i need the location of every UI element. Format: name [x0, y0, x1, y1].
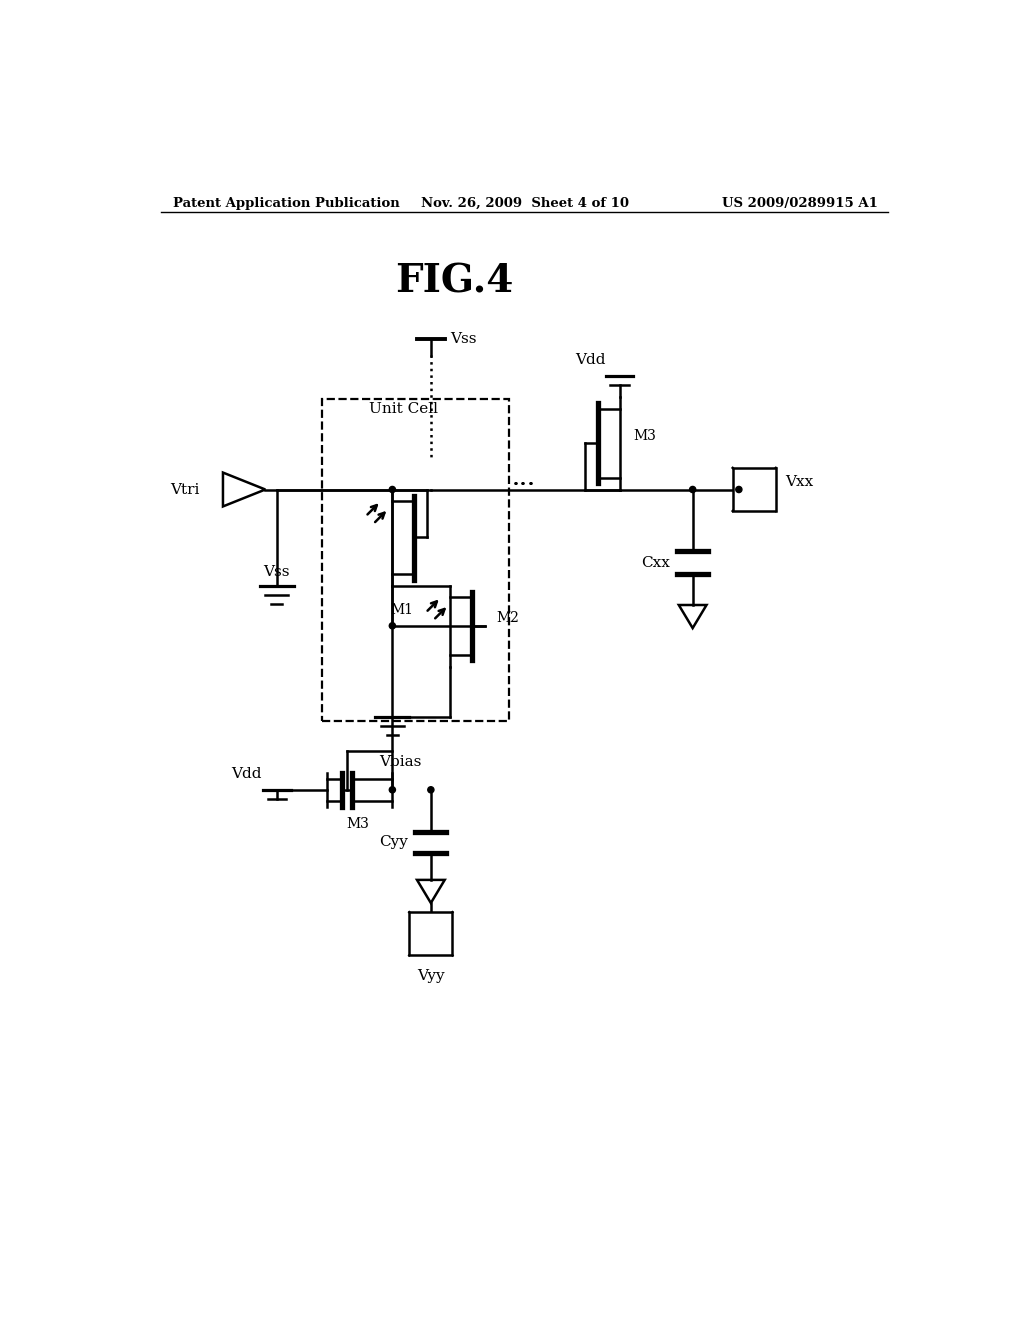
Bar — [410, 912, 453, 956]
Text: M1: M1 — [390, 603, 413, 616]
Text: US 2009/0289915 A1: US 2009/0289915 A1 — [722, 197, 878, 210]
Text: Vxx: Vxx — [785, 475, 813, 488]
Text: Cyy: Cyy — [379, 836, 408, 849]
Circle shape — [689, 486, 695, 492]
Text: Vyy: Vyy — [417, 969, 444, 983]
Text: FIG.4: FIG.4 — [395, 263, 513, 301]
Circle shape — [736, 486, 742, 492]
Text: M2: M2 — [497, 611, 519, 626]
Circle shape — [389, 486, 395, 492]
Circle shape — [389, 787, 395, 793]
Text: Unit Cell: Unit Cell — [370, 401, 438, 416]
Text: Vss: Vss — [451, 333, 476, 346]
Text: M3: M3 — [634, 429, 656, 442]
Circle shape — [389, 623, 395, 628]
Text: ···: ··· — [511, 474, 536, 498]
Text: Nov. 26, 2009  Sheet 4 of 10: Nov. 26, 2009 Sheet 4 of 10 — [421, 197, 629, 210]
Bar — [322, 399, 509, 721]
Circle shape — [428, 787, 434, 793]
Text: Vss: Vss — [263, 565, 290, 579]
Text: Patent Application Publication: Patent Application Publication — [173, 197, 399, 210]
Text: Vtri: Vtri — [170, 483, 200, 496]
Text: M3: M3 — [346, 817, 369, 830]
Text: Vbias: Vbias — [379, 755, 421, 770]
Text: Vdd: Vdd — [575, 354, 605, 367]
Text: ···: ··· — [511, 474, 536, 498]
Bar — [733, 469, 776, 511]
Text: Cxx: Cxx — [641, 556, 670, 570]
Text: Vdd: Vdd — [231, 767, 261, 781]
